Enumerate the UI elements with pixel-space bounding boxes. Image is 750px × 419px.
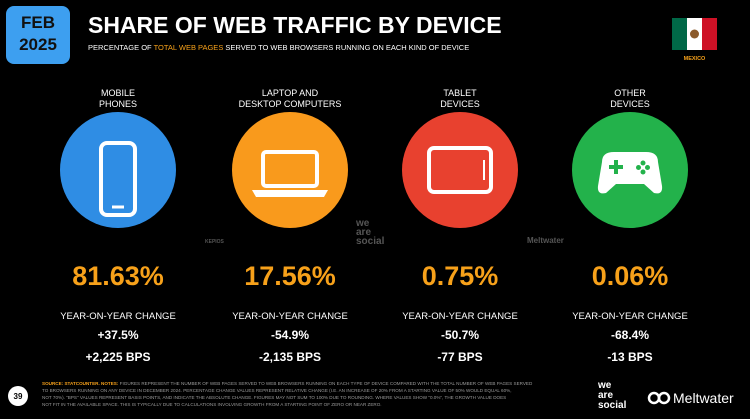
gamepad-icon — [640, 160, 646, 166]
change: -54.9% — [271, 328, 309, 342]
change-label: YEAR-ON-YEAR CHANGE — [232, 311, 348, 322]
gamepad-icon — [636, 165, 641, 170]
share: 0.75% — [422, 261, 499, 291]
date-badge — [6, 6, 70, 64]
page-number-badge — [8, 386, 28, 406]
bps: +2,225 BPS — [85, 350, 150, 364]
device-column: OTHER DEVICES 0.06% YEAR-ON-YEAR CHANGE … — [572, 88, 688, 364]
notes-line: FIGURES REPRESENT THE NUMBER OF WEB PAGE… — [118, 381, 533, 386]
device-column: TABLET DEVICES 0.75% YEAR-ON-YEAR CHANGE… — [402, 88, 518, 364]
gamepad-icon — [640, 169, 646, 175]
device-label: DEVICES — [440, 99, 480, 109]
logo: are — [598, 390, 613, 401]
page-number: 39 — [14, 392, 23, 401]
device-icon-circle — [402, 112, 518, 228]
watermark: are — [356, 227, 371, 238]
change: -68.4% — [611, 328, 649, 342]
notes-line: NOT 70%). "BPS" VALUES REPRESENT BASIS P… — [42, 395, 506, 400]
laptop-icon — [261, 150, 319, 188]
subtitle-highlight: TOTAL WEB PAGES — [154, 43, 224, 52]
bps: -2,135 BPS — [259, 350, 321, 364]
title: SHARE OF WEB TRAFFIC BY DEVICE — [88, 12, 502, 38]
flag — [672, 18, 717, 50]
share: 0.06% — [592, 261, 669, 291]
device-column: MOBILE PHONES 81.63% YEAR-ON-YEAR CHANGE… — [60, 88, 176, 364]
device-label: OTHER — [614, 88, 646, 98]
tablet-icon — [427, 146, 493, 194]
gamepad-icon — [597, 152, 663, 194]
device-label: TABLET — [443, 88, 477, 98]
gamepad-icon — [645, 165, 650, 170]
source-label: SOURCE: STATCOUNTER. NOTES: — [42, 381, 119, 386]
device-column: LAPTOP AND DESKTOP COMPUTERS 17.56% YEAR… — [232, 88, 348, 364]
logo: social — [598, 400, 627, 411]
logo: Meltwater — [673, 390, 734, 406]
change-label: YEAR-ON-YEAR CHANGE — [572, 311, 688, 322]
laptop-icon — [252, 190, 328, 197]
meltwater-mark — [647, 391, 671, 405]
device-label: DESKTOP COMPUTERS — [239, 99, 342, 109]
watermark: Meltwater — [527, 236, 564, 245]
change: +37.5% — [97, 328, 138, 342]
subtitle: PERCENTAGE OF TOTAL WEB PAGES SERVED TO … — [88, 43, 469, 52]
notes-line: NOT FIT IN THE AVAILABLE SPACE. THIS IS … — [42, 402, 382, 407]
device-icon-circle — [60, 112, 176, 228]
watermark: KEPIOS — [205, 239, 225, 245]
subtitle-part: PERCENTAGE OF — [88, 43, 154, 52]
month: FEB — [21, 13, 55, 32]
change-label: YEAR-ON-YEAR CHANGE — [402, 311, 518, 322]
notes-line: TO BROWSERS RUNNING ON ANY DEVICE IN DEC… — [42, 388, 512, 393]
phone-icon — [99, 141, 137, 217]
device-icon-circle — [232, 112, 348, 228]
notes: SOURCE: STATCOUNTER. NOTES: FIGURES REPR… — [42, 381, 533, 386]
change: -50.7% — [441, 328, 479, 342]
change-label: YEAR-ON-YEAR CHANGE — [60, 311, 176, 322]
share: 17.56% — [244, 261, 336, 291]
bps: -77 BPS — [437, 350, 482, 364]
year: 2025 — [19, 35, 57, 54]
subtitle-part: SERVED TO WEB BROWSERS RUNNING ON EACH K… — [223, 43, 469, 52]
bps: -13 BPS — [607, 350, 652, 364]
watermark: social — [356, 236, 385, 247]
device-label: MOBILE — [101, 88, 135, 98]
country: MEXICO — [684, 56, 706, 62]
gamepad-icon — [614, 160, 618, 174]
device-label: DEVICES — [610, 99, 650, 109]
device-label: LAPTOP AND — [262, 88, 319, 98]
share: 81.63% — [72, 261, 164, 291]
logo: we — [597, 380, 612, 391]
watermark: we — [355, 218, 370, 229]
device-label: PHONES — [99, 99, 137, 109]
